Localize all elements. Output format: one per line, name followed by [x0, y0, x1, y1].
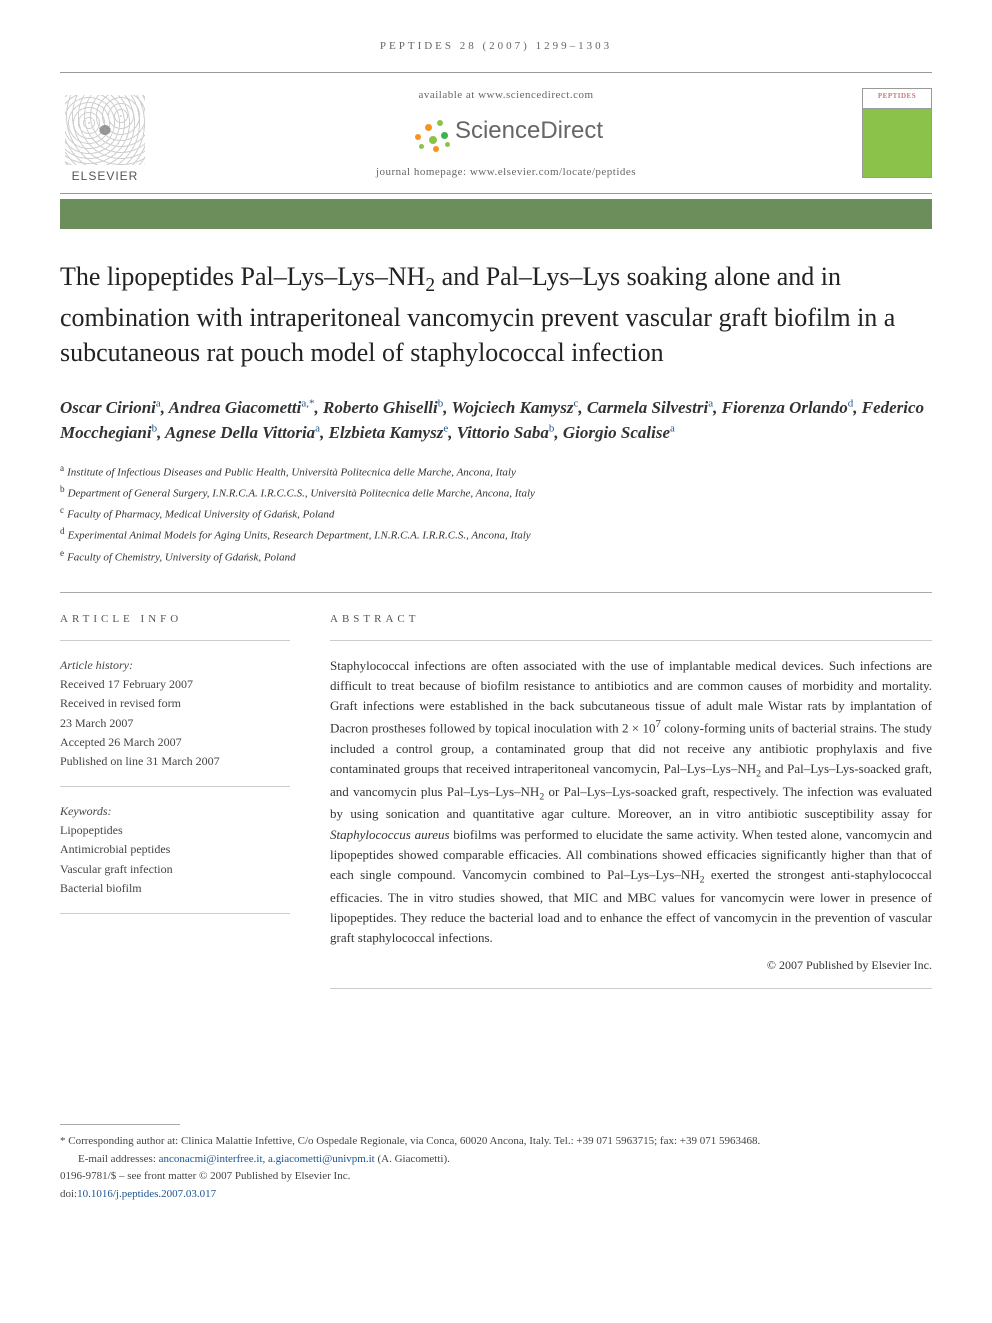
- author: Roberto Ghisellib: [323, 398, 443, 417]
- journal-homepage-text: journal homepage: www.elsevier.com/locat…: [150, 166, 862, 178]
- history-line: Accepted 26 March 2007: [60, 733, 290, 752]
- author: Vittorio Sabab: [457, 423, 555, 442]
- issn-line: 0196-9781/$ – see front matter © 2007 Pu…: [60, 1168, 932, 1186]
- history-line: 23 March 2007: [60, 714, 290, 733]
- header-center: available at www.sciencedirect.com Scien…: [150, 89, 862, 178]
- keywords-block: Keywords: LipopeptidesAntimicrobial pept…: [60, 802, 290, 898]
- keyword: Antimicrobial peptides: [60, 840, 290, 859]
- info-divider: [330, 640, 932, 641]
- corresponding-author: * Corresponding author at: Clinica Malat…: [60, 1133, 932, 1151]
- journal-cover-thumbnail: PEPTIDES: [862, 88, 932, 178]
- history-line: Received in revised form: [60, 694, 290, 713]
- article-history: Article history: Received 17 February 20…: [60, 656, 290, 771]
- author-list: Oscar Cirionia, Andrea Giacomettia,*, Ro…: [60, 395, 932, 446]
- keywords-header: Keywords:: [60, 802, 290, 821]
- section-divider: [60, 592, 932, 593]
- footer-divider: [60, 1124, 180, 1125]
- history-line: Received 17 February 2007: [60, 675, 290, 694]
- article-info-column: ARTICLE INFO Article history: Received 1…: [60, 613, 290, 1004]
- journal-cover-title: PEPTIDES: [863, 89, 931, 109]
- affiliation-list: aInstitute of Infectious Diseases and Pu…: [60, 461, 932, 567]
- affiliation: cFaculty of Pharmacy, Medical University…: [60, 503, 932, 524]
- keyword: Vascular graft infection: [60, 860, 290, 879]
- abstract-label: ABSTRACT: [330, 613, 932, 625]
- author: Oscar Cirionia: [60, 398, 161, 417]
- keyword: Bacterial biofilm: [60, 879, 290, 898]
- sciencedirect-dots-icon: [409, 116, 449, 146]
- abstract-column: ABSTRACT Staphylococcal infections are o…: [330, 613, 932, 1004]
- info-divider: [330, 988, 932, 989]
- article-info-label: ARTICLE INFO: [60, 613, 290, 625]
- email-link[interactable]: a.giacometti@univpm.it: [268, 1153, 375, 1165]
- author: Agnese Della Vittoriaa: [165, 423, 320, 442]
- title-separator-bar: [60, 199, 932, 229]
- author: Elzbieta Kamysze: [329, 423, 449, 442]
- author: Fiorenza Orlandod: [722, 398, 854, 417]
- elsevier-label: ELSEVIER: [72, 169, 139, 183]
- sciencedirect-text: ScienceDirect: [455, 117, 603, 145]
- keyword: Lipopeptides: [60, 821, 290, 840]
- email-link[interactable]: anconacmi@interfree.it: [159, 1153, 263, 1165]
- affiliation: dExperimental Animal Models for Aging Un…: [60, 524, 932, 545]
- page-footer: * Corresponding author at: Clinica Malat…: [60, 1124, 932, 1203]
- elsevier-logo: ELSEVIER: [60, 83, 150, 183]
- article-title: The lipopeptides Pal–Lys–Lys–NH2 and Pal…: [60, 259, 932, 370]
- journal-header-bar: ELSEVIER available at www.sciencedirect.…: [60, 72, 932, 194]
- author: Andrea Giacomettia,*: [169, 398, 315, 417]
- doi-link[interactable]: 10.1016/j.peptides.2007.03.017: [77, 1188, 216, 1200]
- doi-line: doi:10.1016/j.peptides.2007.03.017: [60, 1186, 932, 1204]
- abstract-text: Staphylococcal infections are often asso…: [330, 656, 932, 948]
- affiliation: eFaculty of Chemistry, University of Gda…: [60, 546, 932, 567]
- running-header: PEPTIDES 28 (2007) 1299–1303: [60, 40, 932, 52]
- history-header: Article history:: [60, 656, 290, 675]
- info-divider: [60, 786, 290, 787]
- affiliation: bDepartment of General Surgery, I.N.R.C.…: [60, 482, 932, 503]
- info-divider: [60, 913, 290, 914]
- elsevier-tree-icon: [65, 95, 145, 165]
- author: Carmela Silvestria: [587, 398, 713, 417]
- author: Giorgio Scalisea: [563, 423, 675, 442]
- available-at-text: available at www.sciencedirect.com: [150, 89, 862, 101]
- info-divider: [60, 640, 290, 641]
- sciencedirect-logo: ScienceDirect: [409, 116, 603, 146]
- info-abstract-row: ARTICLE INFO Article history: Received 1…: [60, 613, 932, 1004]
- affiliation: aInstitute of Infectious Diseases and Pu…: [60, 461, 932, 482]
- abstract-copyright: © 2007 Published by Elsevier Inc.: [330, 958, 932, 973]
- email-line: E-mail addresses: anconacmi@interfree.it…: [60, 1151, 932, 1169]
- author: Wojciech Kamyszc: [451, 398, 578, 417]
- history-line: Published on line 31 March 2007: [60, 752, 290, 771]
